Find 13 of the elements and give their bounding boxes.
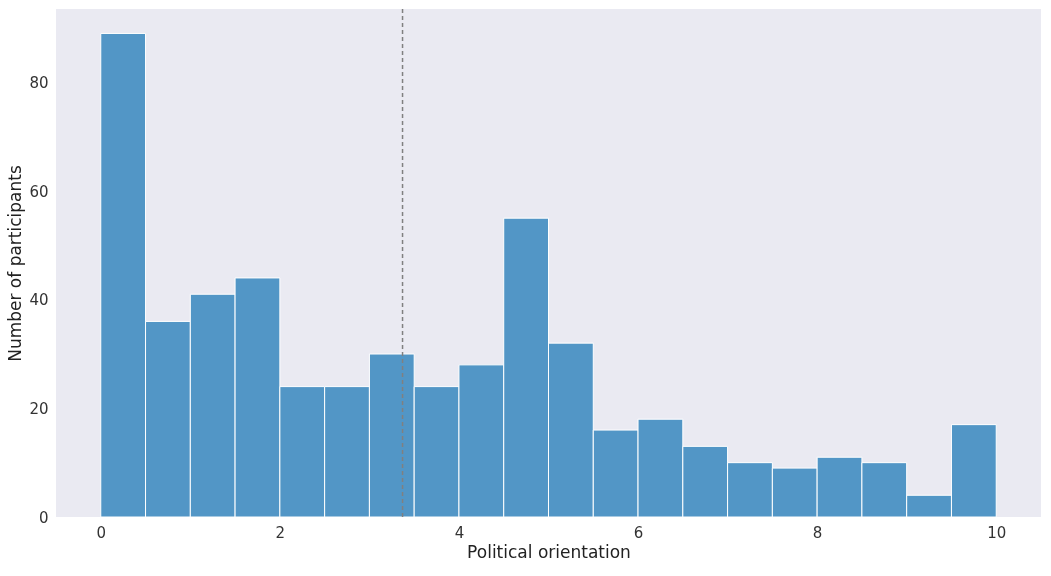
y-tick-label: 20 — [29, 399, 49, 418]
y-tick-label: 60 — [29, 182, 49, 201]
x-tick-label: 4 — [454, 523, 465, 542]
x-tick-label: 0 — [96, 523, 107, 542]
x-tick-label: 8 — [812, 523, 823, 542]
x-tick-label: 2 — [275, 523, 286, 542]
y-tick-label: 80 — [29, 73, 49, 92]
x-tick-label: 6 — [633, 523, 644, 542]
y-tick-label: 40 — [29, 291, 49, 310]
y-axis-title: Number of participants — [5, 165, 26, 362]
y-tick-label: 0 — [38, 508, 49, 527]
x-tick-label: 10 — [987, 523, 1007, 542]
x-axis-title: Political orientation — [467, 541, 631, 562]
